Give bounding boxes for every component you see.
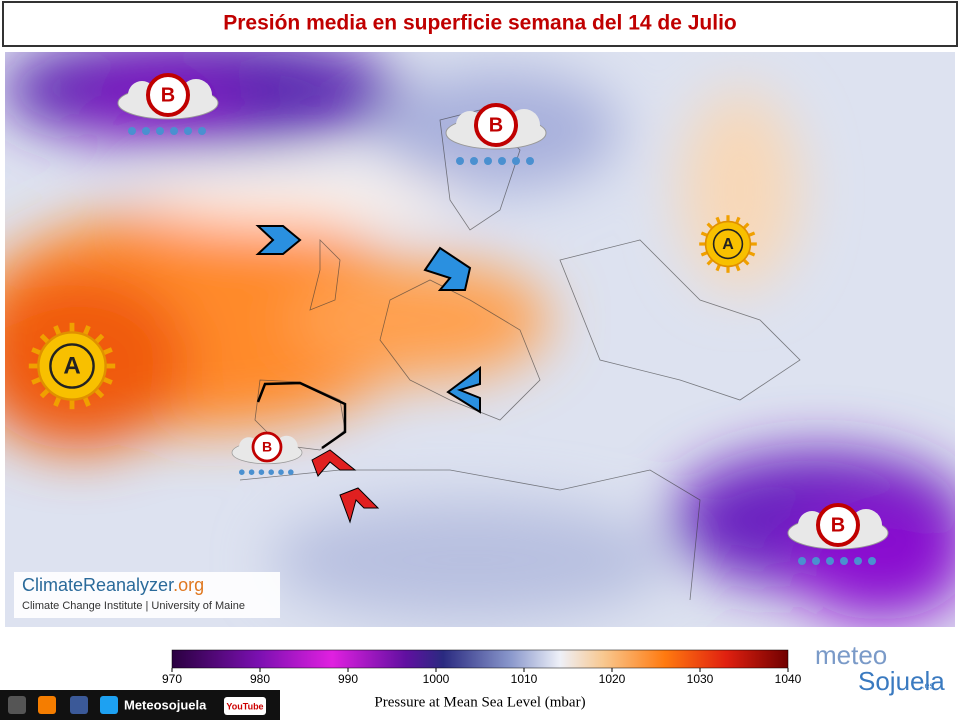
pressure-label: A xyxy=(722,236,734,253)
icon-twitter[interactable] xyxy=(100,696,118,714)
pressure-label: B xyxy=(262,438,272,454)
title-bar xyxy=(2,1,958,47)
colorbar-tick-label: 1020 xyxy=(599,672,626,686)
pressure-label: B xyxy=(489,114,503,136)
colorbar-tick-label: 1010 xyxy=(511,672,538,686)
wind-arrow xyxy=(339,487,380,524)
rain-drop xyxy=(826,557,834,565)
rain-drop xyxy=(456,157,464,165)
brand-domain: .es xyxy=(922,680,935,690)
colorbar-tick-label: 1030 xyxy=(687,672,714,686)
rain-drop xyxy=(184,127,192,135)
colorbar-tick-label: 980 xyxy=(250,672,270,686)
pressure-badge xyxy=(146,73,190,117)
rain-drop xyxy=(498,157,506,165)
colorbar-tick-label: 970 xyxy=(162,672,182,686)
footer-handle: Meteosojuela xyxy=(124,697,207,712)
sun-ring xyxy=(712,228,744,260)
icon-instagram[interactable] xyxy=(8,696,26,714)
rain-drop xyxy=(142,127,150,135)
rain-drop xyxy=(512,157,520,165)
low-pressure-icon: B xyxy=(445,103,547,165)
title: Presión media en superficie semana del 1… xyxy=(223,12,737,35)
colorbar-label: Pressure at Mean Sea Level (mbar) xyxy=(374,694,585,710)
pressure-badge xyxy=(251,431,283,463)
pressure-label: B xyxy=(831,514,845,536)
pressure-badge xyxy=(474,103,518,147)
source-affiliation: Climate Change Institute | University of… xyxy=(22,600,245,612)
rain-drop xyxy=(470,157,478,165)
low-pressure-icon: B xyxy=(787,503,889,565)
low-pressure-icon: B xyxy=(117,73,219,135)
colorbar-tick-label: 1000 xyxy=(423,672,450,686)
sun xyxy=(704,220,752,268)
rain-drop xyxy=(840,557,848,565)
colorbar-tick-label: 990 xyxy=(338,672,358,686)
high-pressure-icon: A xyxy=(28,322,116,410)
rain-drop xyxy=(278,469,284,475)
rain-drop xyxy=(198,127,206,135)
brand-sojuela: Sojuela xyxy=(858,666,945,696)
icon-blogger[interactable] xyxy=(38,696,56,714)
rain-drop xyxy=(868,557,876,565)
source-box xyxy=(14,572,280,618)
rain-drop xyxy=(239,469,245,475)
high-pressure-icon: A xyxy=(699,215,757,273)
rain-drop xyxy=(128,127,136,135)
colorbar-tick-label: 1040 xyxy=(775,672,802,686)
wind-arrow xyxy=(311,449,357,477)
rain-drop xyxy=(258,469,265,475)
pressure-label: A xyxy=(63,353,80,380)
source-logo: ClimateReanalyzer.org xyxy=(22,575,204,595)
wind-arrow xyxy=(423,246,472,291)
sun-ring xyxy=(49,343,95,389)
pressure-label: B xyxy=(161,84,175,106)
rain-drop xyxy=(526,157,534,165)
wind-arrow xyxy=(255,225,302,255)
brand-meteo: meteo xyxy=(815,640,887,670)
rain-drop xyxy=(268,469,274,475)
icon-facebook[interactable] xyxy=(70,696,88,714)
source-name: ClimateReanalyzer xyxy=(22,575,174,595)
youtube-label: YouTube xyxy=(226,701,263,711)
rain-drop xyxy=(812,557,820,565)
rain-drop xyxy=(288,469,294,475)
rain-drop xyxy=(798,557,806,565)
pressure-badge xyxy=(816,503,860,547)
rain-drop xyxy=(854,557,862,565)
rain-drop xyxy=(170,127,178,135)
rain-drop xyxy=(248,469,255,475)
rain-drop xyxy=(484,157,492,165)
rain-drop xyxy=(156,127,164,135)
source-suffix: .org xyxy=(173,575,204,595)
sun xyxy=(37,331,107,401)
wind-arrow xyxy=(446,366,481,414)
colorbar xyxy=(171,649,789,669)
low-pressure-icon: B xyxy=(231,431,303,475)
icon-youtube[interactable] xyxy=(224,697,266,715)
